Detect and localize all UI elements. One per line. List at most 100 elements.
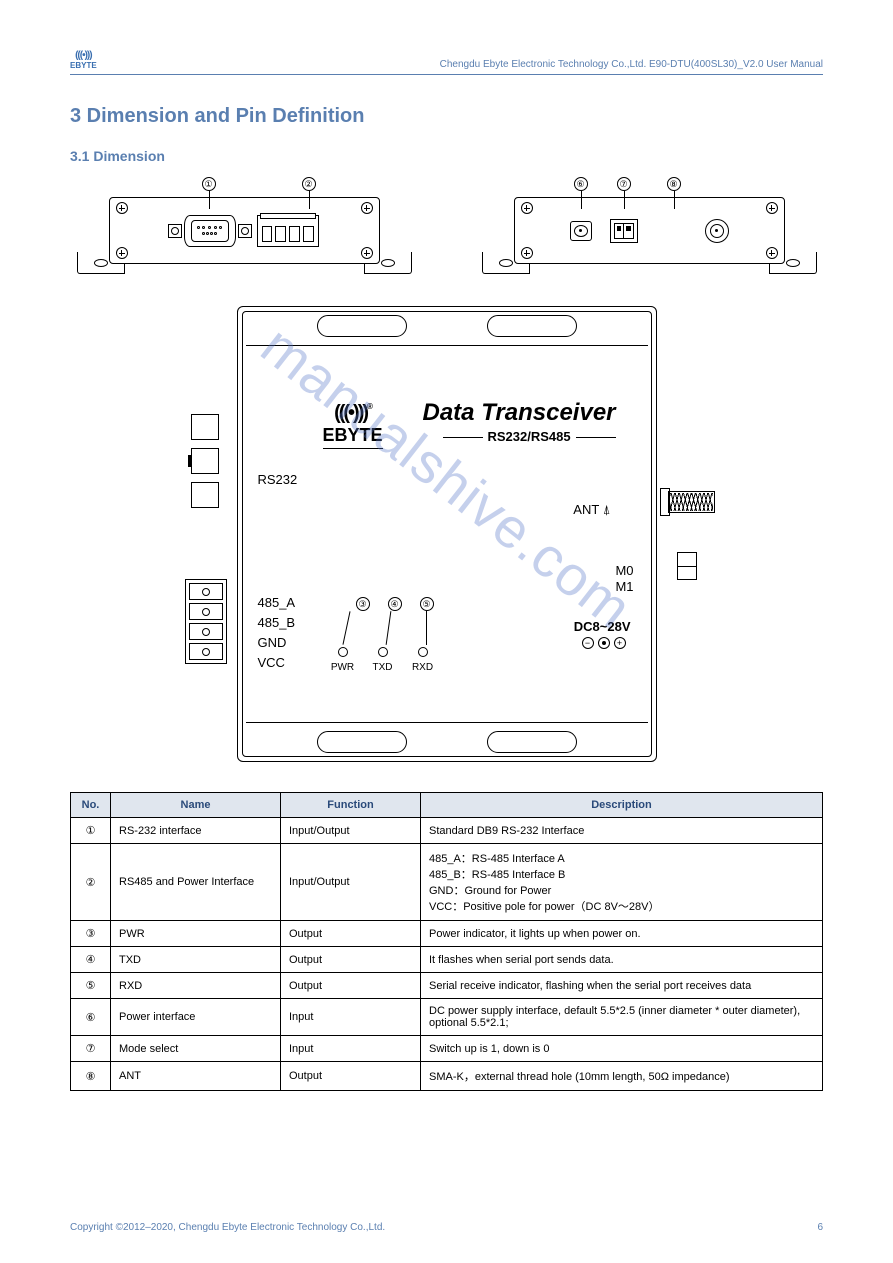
cell-function: Input (281, 999, 421, 1036)
plus-icon: + (614, 637, 626, 649)
led-rxd-label: RXD (412, 662, 433, 673)
cell-num: ⑤ (71, 973, 111, 999)
cell-function: Output (281, 921, 421, 947)
cell-name: Mode select (111, 1036, 281, 1062)
callout-3: ③ (356, 597, 370, 611)
screw-icon (521, 202, 533, 214)
cell-desc: 485_A：RS-485 Interface A 485_B：RS-485 In… (421, 844, 823, 921)
m0-label: M0 (615, 563, 633, 578)
rs232-label: RS232 (258, 472, 298, 487)
subsection-title: 3.1 Dimension (70, 148, 823, 164)
callout-2: ② (302, 177, 316, 191)
cell-num: ② (71, 844, 111, 921)
polarity-symbol: − + (582, 637, 626, 649)
antenna-waves-icon: (((•)))® (323, 402, 383, 425)
callout-6: ⑥ (574, 177, 588, 191)
antenna-connector-icon (660, 489, 715, 515)
cell-name: RS485 and Power Interface (111, 844, 281, 921)
logo-name: EBYTE (323, 425, 383, 449)
mounting-slot-icon (317, 731, 407, 753)
diagram-area: manualshive.com (77, 179, 817, 774)
cell-desc: SMA-K，external thread hole (10mm length,… (421, 1062, 823, 1091)
device-logo: (((•)))® EBYTE (323, 402, 383, 449)
footer-copyright: Copyright ©2012–2020, Chengdu Ebyte Elec… (70, 1222, 385, 1233)
header-right: Chengdu Ebyte Electronic Technology Co.,… (440, 59, 823, 70)
m1-label: M1 (615, 579, 633, 594)
cell-name: RS-232 interface (111, 818, 281, 844)
cell-desc: Switch up is 1, down is 0 (421, 1036, 823, 1062)
table-row: ②RS485 and Power InterfaceInput/Output48… (71, 844, 823, 921)
dc-voltage-label: DC8~28V (574, 619, 631, 634)
dc-jack-icon (570, 221, 592, 241)
cell-function: Input/Output (281, 818, 421, 844)
callout-5: ⑤ (420, 597, 434, 611)
left-side-panel: ① ② (77, 179, 412, 274)
callout-4: ④ (388, 597, 402, 611)
enclosure-frame: (((•)))® EBYTE Data Transceiver RS232/RS… (237, 306, 657, 762)
cell-function: Output (281, 973, 421, 999)
cell-desc: Serial receive indicator, flashing when … (421, 973, 823, 999)
dip-switch-icon (610, 219, 638, 243)
callout-8: ⑧ (667, 177, 681, 191)
sma-connector-icon (705, 219, 729, 243)
ant-text: ANT (573, 502, 599, 517)
cell-num: ⑧ (71, 1062, 111, 1091)
th-name: Name (111, 793, 281, 818)
cell-desc: Power indicator, it lights up when power… (421, 921, 823, 947)
page-header: (((•))) EBYTE Chengdu Ebyte Electronic T… (70, 50, 823, 75)
top-view-diagram: (((•)))® EBYTE Data Transceiver RS232/RS… (207, 294, 687, 774)
term-485b-label: 485_B (258, 615, 296, 630)
led-txd-label: TXD (373, 662, 393, 673)
th-num: No. (71, 793, 111, 818)
cell-desc: Standard DB9 RS-232 Interface (421, 818, 823, 844)
page-footer: Copyright ©2012–2020, Chengdu Ebyte Elec… (70, 1222, 823, 1233)
cell-function: Input (281, 1036, 421, 1062)
callout-line (309, 191, 310, 209)
table-row: ⑤RXDOutputSerial receive indicator, flas… (71, 973, 823, 999)
led-txd-icon (378, 647, 388, 657)
cell-desc: DC power supply interface, default 5.5*2… (421, 999, 823, 1036)
led-pwr-label: PWR (331, 662, 354, 673)
cell-num: ① (71, 818, 111, 844)
table-header-row: No. Name Function Description (71, 793, 823, 818)
cell-num: ③ (71, 921, 111, 947)
th-desc: Description (421, 793, 823, 818)
term-gnd-label: GND (258, 635, 287, 650)
table-row: ④TXDOutputIt flashes when serial port se… (71, 947, 823, 973)
table-row: ①RS-232 interfaceInput/OutputStandard DB… (71, 818, 823, 844)
screw-icon (766, 247, 778, 259)
screw-icon (521, 247, 533, 259)
cell-desc: It flashes when serial port sends data. (421, 947, 823, 973)
table-row: ⑥Power interfaceInputDC power supply int… (71, 999, 823, 1036)
terminal-block-top-icon (185, 579, 227, 664)
th-dir: Function (281, 793, 421, 818)
product-subtitle: RS232/RS485 (438, 429, 621, 444)
callout-line (624, 191, 625, 209)
term-vcc-label: VCC (258, 655, 285, 670)
cell-num: ⑥ (71, 999, 111, 1036)
cell-name: PWR (111, 921, 281, 947)
db9-connector-icon (170, 213, 250, 249)
cell-name: Power interface (111, 999, 281, 1036)
product-title: Data Transceiver (423, 399, 616, 427)
ant-label: ANT ⍋ (573, 502, 610, 518)
footer-page-number: 6 (817, 1222, 823, 1233)
led-rxd-icon (418, 647, 428, 657)
screw-icon (361, 202, 373, 214)
section-title: 3 Dimension and Pin Definition (70, 105, 823, 128)
minus-icon: − (582, 637, 594, 649)
center-pin-icon (598, 637, 610, 649)
panel-body (514, 197, 785, 264)
callout-line (674, 191, 675, 209)
antenna-icon: ⍋ (603, 502, 611, 517)
mounting-slot-icon (487, 731, 577, 753)
callout-1: ① (202, 177, 216, 191)
mounting-slot-icon (487, 315, 577, 337)
callout-line (581, 191, 582, 209)
callout-line (209, 191, 210, 209)
logo-text: EBYTE (70, 61, 97, 70)
screw-icon (766, 202, 778, 214)
screw-icon (116, 202, 128, 214)
table-row: ③PWROutputPower indicator, it lights up … (71, 921, 823, 947)
mounting-slot-icon (317, 315, 407, 337)
